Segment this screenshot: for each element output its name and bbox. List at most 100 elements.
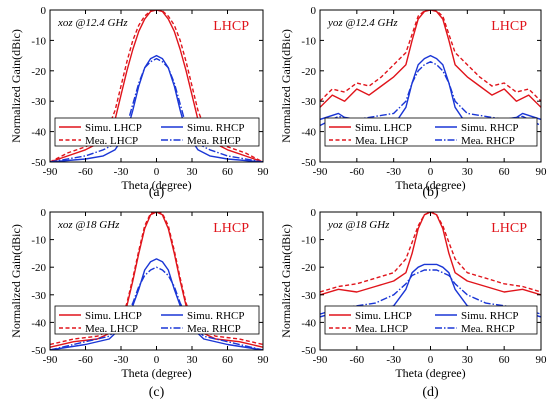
- y-tick-label: -50: [31, 345, 46, 357]
- x-tick-label: -60: [78, 166, 93, 178]
- x-tick-label: 0: [428, 166, 434, 178]
- legend-label: Simu. RHCP: [187, 122, 244, 134]
- y-tick-label: -40: [301, 317, 316, 329]
- legend-label: Simu. LHCP: [355, 310, 412, 322]
- series-line-simu-rhcp: [50, 258, 263, 350]
- legend-label: Mea. RHCP: [461, 135, 515, 147]
- y-tick-label: -40: [31, 127, 46, 139]
- x-tick-label: 90: [536, 354, 548, 366]
- x-tick-label: -30: [386, 166, 401, 178]
- x-axis-label: Theta (degree): [121, 366, 191, 380]
- legend-label: Simu. RHCP: [461, 310, 518, 322]
- y-tick-label: -10: [31, 35, 46, 47]
- x-tick-label: -60: [349, 354, 364, 366]
- y-tick-label: 0: [311, 207, 317, 219]
- y-tick-label: -20: [301, 66, 316, 78]
- x-axis-label: Theta (degree): [395, 178, 465, 192]
- legend-box: [324, 305, 538, 335]
- series-line-simu-rhcp: [50, 54, 263, 162]
- frequency-annotation: yoz @12.4 GHz: [327, 17, 398, 29]
- y-tick-label: -20: [31, 262, 46, 274]
- x-tick-label: 0: [428, 354, 434, 366]
- frequency-annotation: xoz @18 GHz: [57, 219, 120, 231]
- legend-label: Mea. RHCP: [187, 135, 241, 147]
- x-tick-label: 60: [499, 166, 511, 178]
- y-axis-label: Normalized Gain(dBic): [279, 29, 293, 143]
- panel-caption: (a): [149, 185, 165, 200]
- x-axis-label: Theta (degree): [121, 178, 191, 192]
- y-axis-label: Normalized Gain(dBic): [279, 224, 293, 338]
- x-tick-label: -30: [114, 166, 129, 178]
- series-line-mea-lhcp: [320, 212, 541, 293]
- x-tick-label: 90: [536, 166, 548, 178]
- x-tick-label: 30: [187, 354, 199, 366]
- y-tick-label: -50: [301, 345, 316, 357]
- panel-caption: (c): [149, 385, 165, 400]
- legend-label: Mea. LHCP: [85, 323, 138, 335]
- y-tick-label: -10: [301, 235, 316, 247]
- x-axis-label: Theta (degree): [395, 366, 465, 380]
- legend-label: Mea. RHCP: [461, 323, 515, 335]
- x-tick-label: 60: [499, 354, 511, 366]
- legend-box: [54, 305, 260, 335]
- y-tick-label: -40: [301, 127, 316, 139]
- series-line-mea-lhcp: [320, 10, 541, 102]
- x-tick-label: 30: [462, 166, 474, 178]
- y-tick-label: -40: [31, 317, 46, 329]
- lhcp-annotation: LHCP: [491, 221, 527, 236]
- x-tick-label: 0: [154, 166, 160, 178]
- y-tick-label: -30: [31, 96, 46, 108]
- frequency-annotation: xoz @12.4 GHz: [57, 17, 128, 29]
- x-tick-label: 60: [222, 354, 234, 366]
- panel-caption: (b): [422, 185, 439, 200]
- legend-label: Simu. LHCP: [355, 122, 412, 134]
- y-tick-label: -30: [301, 290, 316, 302]
- y-tick-label: -20: [31, 66, 46, 78]
- lhcp-annotation: LHCP: [213, 19, 249, 34]
- y-tick-label: -50: [31, 157, 46, 169]
- series-line-simu-lhcp: [320, 10, 541, 108]
- x-tick-label: 0: [154, 354, 160, 366]
- x-tick-label: -90: [43, 354, 58, 366]
- legend-box: [54, 117, 260, 147]
- series-line-mea-rhcp: [320, 61, 541, 127]
- x-tick-label: 30: [187, 166, 199, 178]
- legend-label: Mea. LHCP: [355, 323, 408, 335]
- legend-label: Mea. LHCP: [355, 135, 408, 147]
- x-tick-label: 60: [222, 166, 234, 178]
- x-tick-label: -30: [114, 354, 129, 366]
- y-axis-label: Normalized Gain(dBic): [9, 224, 23, 338]
- x-tick-label: -90: [313, 354, 328, 366]
- x-tick-label: -90: [313, 166, 328, 178]
- x-tick-label: -60: [78, 354, 93, 366]
- panel-caption: (d): [422, 385, 439, 400]
- legend-label: Simu. RHCP: [461, 122, 518, 134]
- legend-box: [324, 117, 538, 147]
- y-tick-label: -20: [301, 262, 316, 274]
- x-tick-label: -60: [349, 166, 364, 178]
- y-axis-label: Normalized Gain(dBic): [9, 29, 23, 143]
- x-tick-label: -30: [386, 354, 401, 366]
- x-tick-label: 30: [462, 354, 474, 366]
- lhcp-annotation: LHCP: [213, 221, 249, 236]
- y-tick-label: -30: [31, 290, 46, 302]
- legend-label: Mea. RHCP: [187, 323, 241, 335]
- x-tick-label: 90: [258, 354, 270, 366]
- legend-label: Simu. LHCP: [85, 310, 142, 322]
- y-tick-label: -50: [301, 157, 316, 169]
- y-tick-label: -10: [301, 35, 316, 47]
- series-line-simu-lhcp: [320, 212, 541, 296]
- legend-label: Simu. LHCP: [85, 122, 142, 134]
- y-tick-label: -10: [31, 235, 46, 247]
- x-tick-label: 90: [258, 166, 270, 178]
- legend-label: Simu. RHCP: [187, 310, 244, 322]
- y-tick-label: 0: [311, 5, 317, 17]
- y-tick-label: 0: [41, 207, 47, 219]
- lhcp-annotation: LHCP: [491, 19, 527, 34]
- x-tick-label: -90: [43, 166, 58, 178]
